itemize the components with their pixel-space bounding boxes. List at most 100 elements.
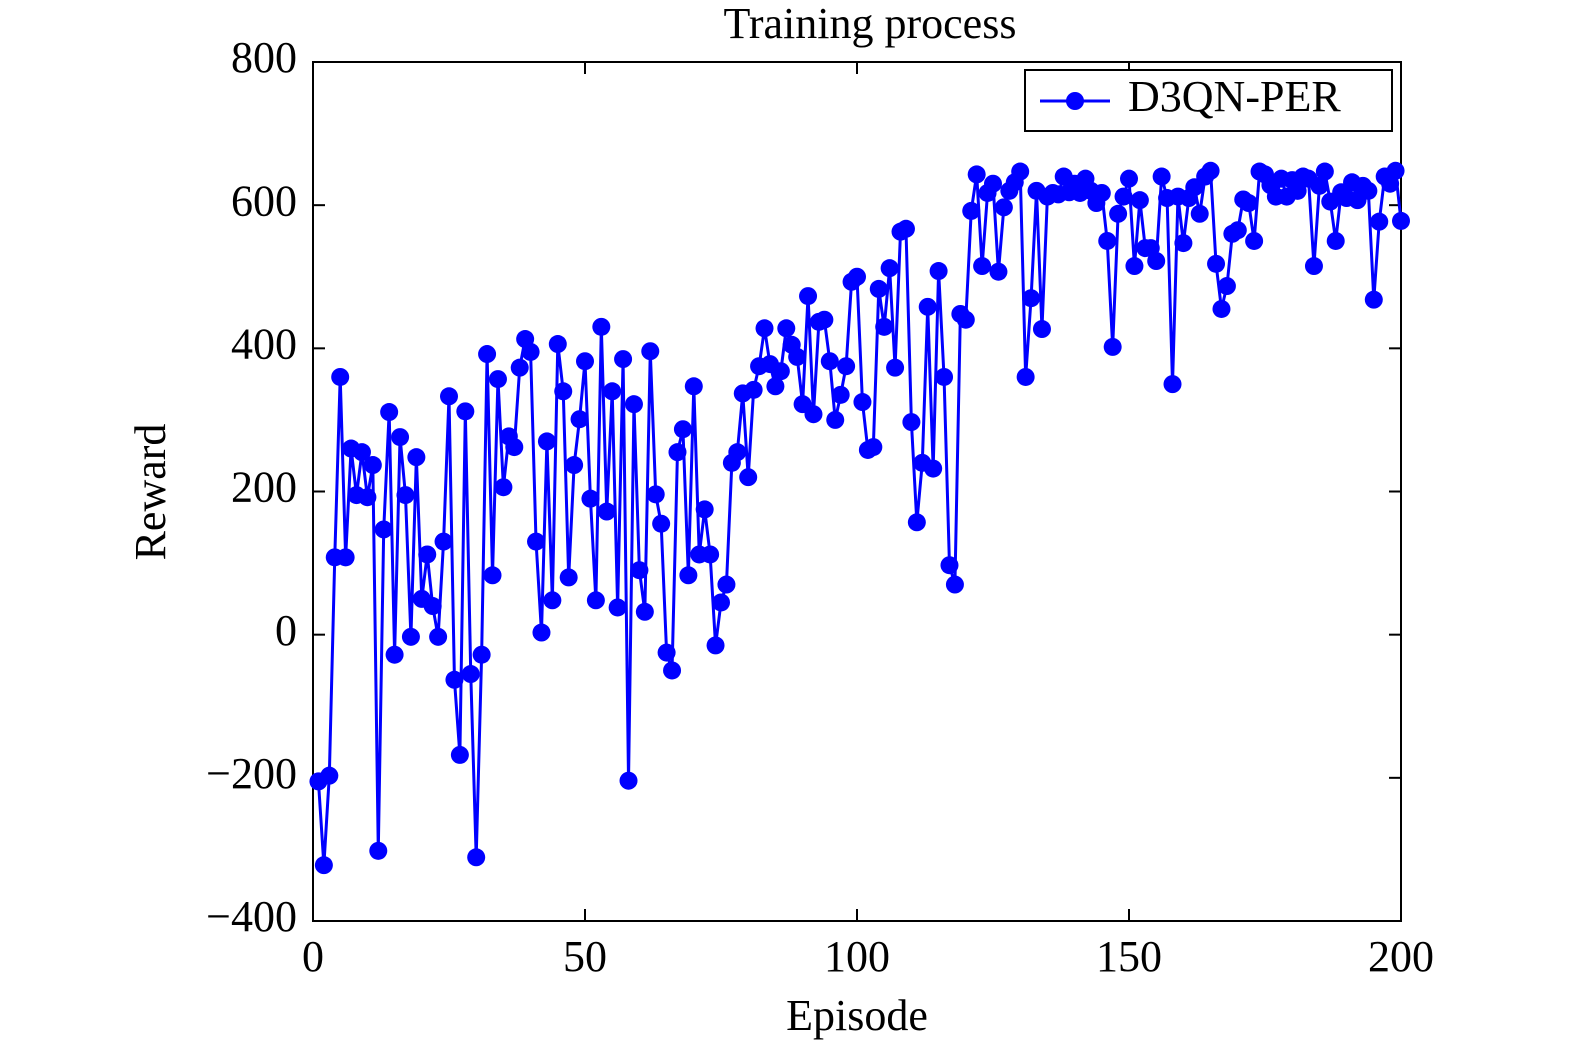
- data-point: [619, 771, 638, 790]
- data-point: [1152, 167, 1171, 186]
- data-point: [603, 382, 622, 401]
- data-point: [907, 513, 926, 532]
- data-point: [1103, 337, 1122, 356]
- y-tick-label: 0: [275, 606, 297, 655]
- data-point: [374, 520, 393, 539]
- data-point: [706, 636, 725, 655]
- x-tick-label: 200: [1368, 932, 1434, 981]
- data-point: [336, 548, 355, 567]
- data-point: [1174, 234, 1193, 253]
- data-point: [548, 335, 567, 354]
- data-point: [1310, 176, 1329, 195]
- data-point: [1098, 231, 1117, 250]
- data-point: [744, 380, 763, 399]
- x-tick-label: 150: [1096, 932, 1162, 981]
- data-point: [973, 257, 992, 276]
- data-point: [766, 377, 785, 396]
- data-point: [1359, 181, 1378, 200]
- data-point: [935, 367, 954, 386]
- legend-marker: [1066, 92, 1084, 110]
- data-point: [864, 438, 883, 457]
- data-point: [1147, 252, 1166, 271]
- data-point: [1245, 231, 1264, 250]
- data-point: [886, 358, 905, 377]
- data-point: [505, 438, 524, 457]
- data-point: [1228, 221, 1247, 240]
- data-point: [755, 319, 774, 338]
- y-tick-label: 600: [231, 176, 297, 225]
- data-point: [1239, 194, 1258, 213]
- data-point: [1163, 375, 1182, 394]
- data-point: [467, 848, 486, 867]
- data-point: [1125, 257, 1144, 276]
- data-point: [624, 395, 643, 414]
- data-point: [521, 342, 540, 361]
- data-point: [924, 459, 943, 478]
- data-point: [1207, 254, 1226, 273]
- data-point: [679, 566, 698, 585]
- data-point: [418, 545, 437, 564]
- data-point: [488, 370, 507, 389]
- y-tick-label: −200: [206, 749, 297, 798]
- data-point: [423, 597, 442, 616]
- data-point: [875, 317, 894, 336]
- data-point: [331, 367, 350, 386]
- data-point: [848, 267, 866, 286]
- data-point: [483, 566, 502, 585]
- data-point: [1370, 212, 1389, 231]
- data-point: [570, 410, 589, 429]
- data-point: [657, 643, 676, 662]
- data-point: [1392, 211, 1410, 230]
- data-point: [543, 591, 562, 610]
- data-point: [320, 766, 339, 785]
- x-tick-label: 100: [824, 932, 890, 981]
- data-point: [1092, 183, 1111, 202]
- data-point: [434, 532, 453, 551]
- data-point: [984, 174, 1002, 193]
- data-point: [869, 279, 888, 298]
- data-point: [586, 591, 605, 610]
- data-point: [646, 485, 665, 504]
- data-point: [1120, 169, 1138, 188]
- x-tick-label: 0: [302, 932, 324, 981]
- data-point: [739, 468, 758, 487]
- x-axis-label: Episode: [786, 991, 928, 1040]
- data-point: [385, 645, 404, 664]
- data-point: [1016, 367, 1035, 386]
- data-point: [494, 478, 513, 497]
- data-point: [929, 262, 948, 281]
- data-point: [407, 448, 426, 467]
- y-tick-label: 400: [231, 319, 297, 368]
- data-point: [673, 420, 692, 439]
- data-point: [1032, 320, 1051, 339]
- data-point: [1386, 161, 1405, 180]
- data-point: [771, 362, 790, 381]
- data-point: [728, 443, 747, 462]
- data-point: [1212, 299, 1231, 318]
- data-point: [630, 561, 649, 580]
- data-point: [592, 317, 611, 336]
- data-point: [1201, 161, 1220, 180]
- data-point: [581, 489, 600, 508]
- data-point: [358, 488, 377, 507]
- data-point: [352, 443, 371, 462]
- x-tick-label: 50: [563, 932, 607, 981]
- data-point: [396, 486, 415, 505]
- data-point: [799, 287, 818, 306]
- data-point: [401, 627, 420, 646]
- y-tick-label: −400: [206, 892, 297, 941]
- data-point: [635, 602, 654, 621]
- y-tick-label: 800: [231, 33, 297, 82]
- data-point: [989, 262, 1008, 281]
- data-point: [391, 428, 410, 447]
- data-point: [695, 500, 714, 519]
- data-point: [804, 405, 823, 424]
- data-point: [880, 259, 899, 278]
- data-point: [576, 352, 594, 371]
- data-point: [608, 598, 627, 617]
- data-point: [994, 198, 1013, 217]
- data-point: [450, 745, 469, 764]
- data-point: [918, 297, 937, 316]
- data-point: [429, 627, 448, 646]
